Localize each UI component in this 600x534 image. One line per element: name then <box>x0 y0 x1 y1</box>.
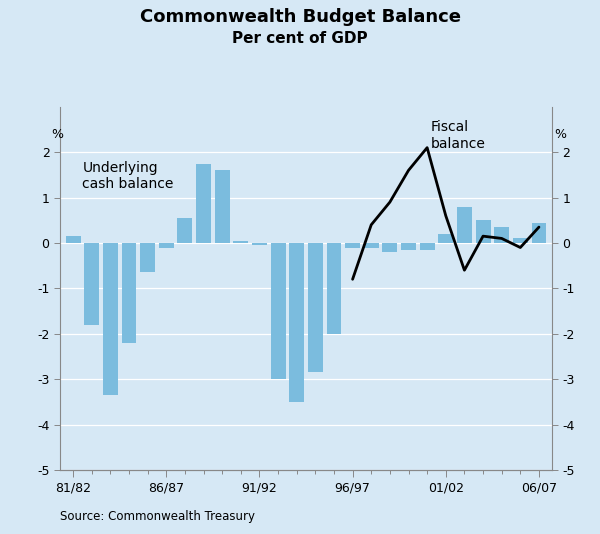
Bar <box>84 243 99 325</box>
Bar <box>457 207 472 243</box>
Bar <box>159 243 173 247</box>
Bar <box>401 243 416 250</box>
Text: Commonwealth Budget Balance: Commonwealth Budget Balance <box>139 8 461 26</box>
Bar <box>364 243 379 247</box>
Bar <box>271 243 286 379</box>
Bar <box>345 243 360 247</box>
Bar <box>382 243 397 252</box>
Bar <box>140 243 155 272</box>
Text: Source: Commonwealth Treasury: Source: Commonwealth Treasury <box>60 511 255 523</box>
Bar <box>178 218 193 243</box>
Bar <box>439 234 453 243</box>
Bar <box>513 238 528 243</box>
Text: %: % <box>554 128 566 141</box>
Text: Per cent of GDP: Per cent of GDP <box>232 31 368 46</box>
Bar <box>252 243 267 245</box>
Text: Fiscal
balance: Fiscal balance <box>431 120 486 151</box>
Bar <box>476 220 491 243</box>
Text: Underlying
cash balance: Underlying cash balance <box>82 161 174 192</box>
Text: %: % <box>52 128 64 141</box>
Bar <box>103 243 118 395</box>
Bar <box>215 170 230 243</box>
Bar <box>121 243 136 343</box>
Bar <box>419 243 434 250</box>
Bar <box>532 223 547 243</box>
Bar <box>65 236 80 243</box>
Bar <box>308 243 323 372</box>
Bar <box>233 241 248 243</box>
Bar <box>494 227 509 243</box>
Bar <box>289 243 304 402</box>
Bar <box>196 163 211 243</box>
Bar <box>326 243 341 334</box>
